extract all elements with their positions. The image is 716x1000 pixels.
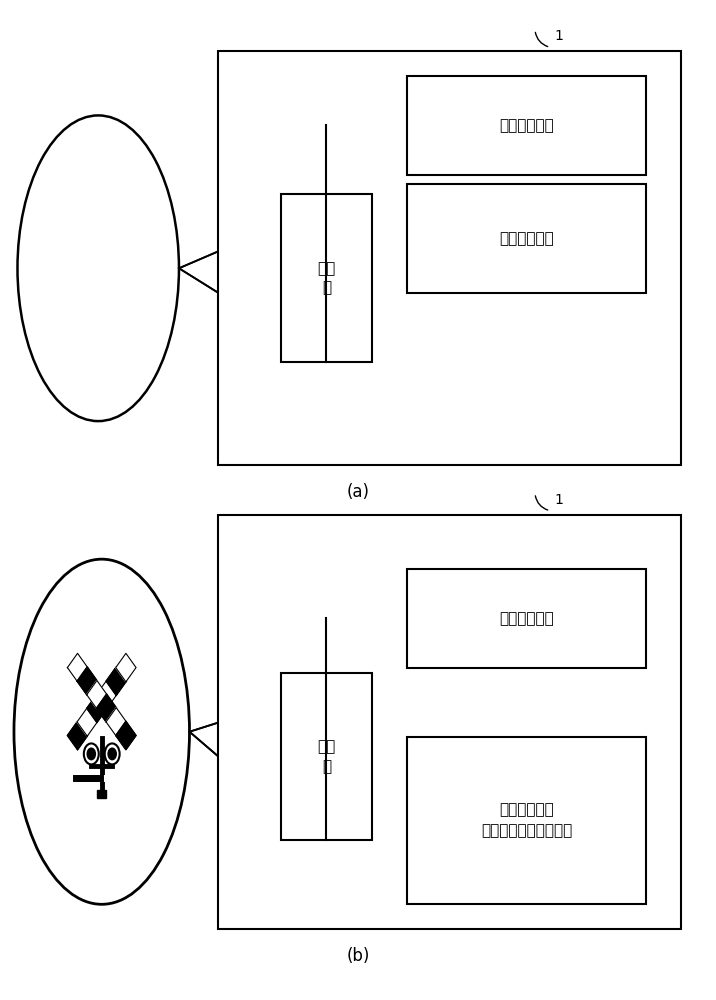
- Polygon shape: [190, 703, 281, 810]
- Circle shape: [84, 743, 99, 764]
- Text: 300: 300: [649, 60, 676, 74]
- Bar: [97, 790, 106, 798]
- Text: 1: 1: [555, 29, 563, 43]
- Bar: [407, 569, 646, 668]
- Polygon shape: [116, 653, 136, 682]
- Polygon shape: [106, 708, 127, 736]
- Text: 警报控制装置: 警报控制装置: [499, 611, 554, 626]
- Text: (a): (a): [347, 483, 369, 501]
- Text: 车辆: 车辆: [384, 533, 403, 548]
- Polygon shape: [87, 694, 107, 723]
- Ellipse shape: [17, 115, 179, 421]
- Polygon shape: [179, 224, 281, 332]
- Circle shape: [105, 743, 120, 764]
- Bar: [407, 737, 646, 904]
- Text: 旁视警报装置: 旁视警报装置: [499, 231, 554, 246]
- Polygon shape: [77, 708, 97, 736]
- Text: 200: 200: [649, 721, 676, 735]
- Bar: [281, 194, 372, 362]
- Text: 旁视警报装置
（缩短停留允许时间）: 旁视警报装置 （缩短停留允许时间）: [481, 802, 572, 838]
- Bar: [281, 673, 372, 840]
- Text: 200: 200: [649, 168, 676, 182]
- Polygon shape: [116, 721, 136, 750]
- Text: 车辆: 车辆: [384, 69, 403, 84]
- Polygon shape: [67, 653, 87, 682]
- Polygon shape: [97, 694, 117, 723]
- Text: 传感
器: 传感 器: [317, 261, 336, 296]
- Circle shape: [87, 748, 95, 760]
- Bar: [218, 515, 681, 929]
- Polygon shape: [97, 680, 117, 709]
- Bar: [218, 51, 681, 465]
- Polygon shape: [77, 667, 97, 695]
- Text: 警报控制装置: 警报控制装置: [499, 118, 554, 133]
- Bar: [407, 76, 646, 175]
- Polygon shape: [87, 680, 107, 709]
- Ellipse shape: [14, 559, 190, 904]
- Text: 1: 1: [555, 493, 563, 507]
- Text: 传感
器: 传感 器: [317, 739, 336, 774]
- Polygon shape: [106, 667, 127, 695]
- Text: 300: 300: [649, 553, 676, 567]
- Bar: [407, 184, 646, 293]
- Text: ~100: ~100: [376, 286, 410, 299]
- Polygon shape: [67, 721, 87, 750]
- Circle shape: [108, 748, 116, 760]
- Text: (b): (b): [347, 947, 369, 965]
- Text: ~100: ~100: [376, 765, 410, 778]
